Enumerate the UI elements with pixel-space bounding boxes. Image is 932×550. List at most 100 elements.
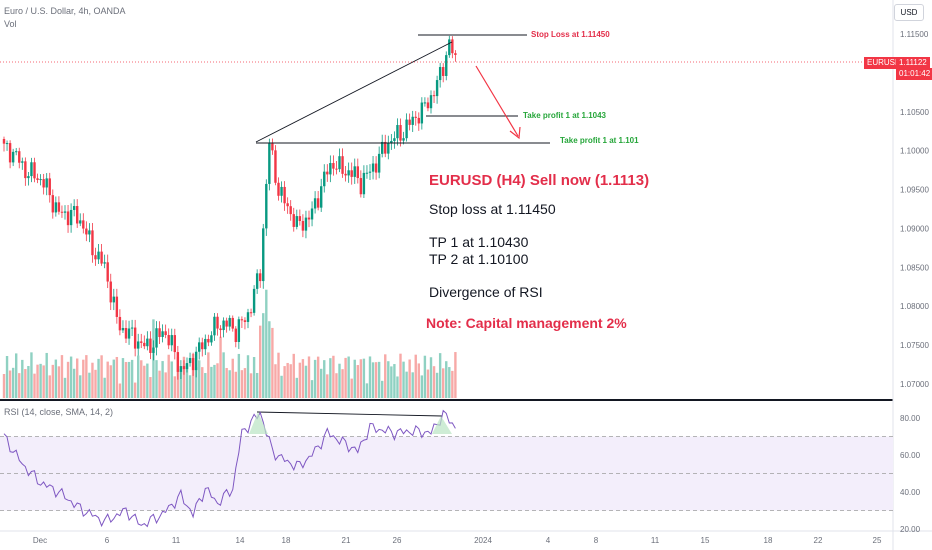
- time-tick-label: 22: [814, 536, 823, 545]
- candle-body: [387, 142, 390, 154]
- candle-body: [323, 171, 326, 187]
- volume-bar: [118, 383, 122, 398]
- currency-button[interactable]: USD: [894, 4, 924, 21]
- price-tick-label: 1.11500: [900, 30, 929, 39]
- volume-bar: [356, 365, 359, 398]
- volume-bar: [259, 325, 262, 398]
- candle-body: [454, 53, 457, 55]
- volume-bar: [45, 352, 48, 398]
- candle-body: [240, 319, 244, 321]
- stop-loss-label: Stop Loss at 1.11450: [531, 30, 610, 39]
- candle-body: [42, 179, 45, 188]
- candle-body: [39, 179, 42, 181]
- volume-bar: [390, 366, 393, 398]
- candle-body: [243, 320, 247, 322]
- candle-body: [5, 143, 9, 145]
- tp2-text: TP 2 at 1.10100: [429, 251, 529, 267]
- candle-body: [374, 163, 378, 173]
- candle-body: [18, 151, 21, 163]
- volume-bar: [76, 358, 79, 398]
- candle-body: [79, 220, 82, 224]
- rsi-tick-label: 20.00: [900, 525, 921, 534]
- candle-body: [332, 163, 335, 169]
- candle-body: [124, 327, 128, 339]
- candle-body: [210, 335, 213, 343]
- countdown-tag: 01:01:42: [896, 68, 932, 80]
- volume-bar: [161, 361, 164, 398]
- candle-body: [57, 202, 61, 212]
- time-tick-label: 8: [594, 536, 599, 545]
- candle-body: [11, 151, 15, 163]
- sell-arrow-head: [509, 126, 521, 140]
- volume-bar: [277, 352, 280, 398]
- candle-body: [121, 327, 125, 331]
- candle-body: [191, 358, 195, 371]
- candle-body: [182, 366, 186, 370]
- candle-body: [347, 170, 350, 176]
- volume-bar: [94, 369, 97, 398]
- candle-body: [112, 296, 115, 303]
- volume-bar: [60, 355, 64, 398]
- time-tick-label: 18: [764, 536, 773, 545]
- candle-body: [173, 335, 176, 353]
- candle-body: [219, 328, 222, 331]
- candle-body: [432, 95, 436, 97]
- candle-body: [149, 338, 152, 353]
- volume-bar: [216, 363, 219, 398]
- volume-bar: [255, 372, 259, 398]
- volume-bar: [283, 366, 286, 398]
- candle-body: [371, 163, 375, 172]
- candle-body: [194, 351, 198, 371]
- volume-bar: [225, 367, 228, 398]
- candle-body: [344, 173, 347, 176]
- pane-separator: [0, 399, 893, 401]
- volume-bar: [143, 365, 146, 398]
- volume-bar: [109, 365, 112, 398]
- rsi-line: [3, 409, 456, 528]
- time-tick-label: 15: [701, 536, 710, 545]
- volume-bar: [286, 362, 289, 398]
- volume-bar: [130, 359, 134, 398]
- price-tick-label: 1.09000: [900, 224, 929, 233]
- rsi-tick-label: 60.00: [900, 451, 921, 460]
- candle-body: [445, 55, 448, 76]
- volume-bar: [426, 369, 430, 398]
- candle-body: [335, 168, 338, 170]
- volume-bar: [42, 365, 45, 398]
- trade-title: EURUSD (H4) Sell now (1.1113): [429, 172, 650, 189]
- candle-body: [51, 195, 54, 213]
- volume-bar: [408, 359, 411, 398]
- candle-body: [167, 335, 170, 346]
- volume-bar: [97, 358, 100, 398]
- candle-body: [268, 143, 271, 184]
- symbol-tag: EURUSD: [864, 57, 904, 69]
- volume-bar: [417, 363, 420, 398]
- candle-body: [246, 312, 250, 322]
- rsi-tick-label: 40.00: [900, 488, 921, 497]
- time-tick-label: 18: [282, 536, 291, 545]
- take-profit-label-a: Take profit 1 at 1.1043: [523, 111, 606, 120]
- price-tick-label: 1.10000: [900, 147, 929, 156]
- candle-body: [109, 281, 112, 303]
- volume-bar: [188, 375, 192, 398]
- candle-body: [313, 198, 317, 209]
- volume-bar: [213, 364, 216, 398]
- volume-bar: [127, 361, 131, 398]
- volume-bar: [133, 382, 137, 398]
- candle-body: [30, 162, 33, 177]
- candle-body: [94, 255, 97, 260]
- candle-body: [100, 251, 103, 264]
- volume-bar: [30, 352, 33, 398]
- volume-bar: [103, 377, 106, 398]
- volume-bar: [234, 371, 237, 398]
- candle-body: [164, 331, 167, 336]
- volume-bar: [329, 358, 332, 398]
- candle-body: [45, 178, 48, 188]
- candle-body: [341, 156, 344, 174]
- candle-body: [442, 67, 445, 76]
- volume-bar: [8, 370, 12, 398]
- volume-bar: [182, 356, 186, 398]
- volume-bar: [194, 367, 198, 398]
- volume-bar: [72, 368, 76, 398]
